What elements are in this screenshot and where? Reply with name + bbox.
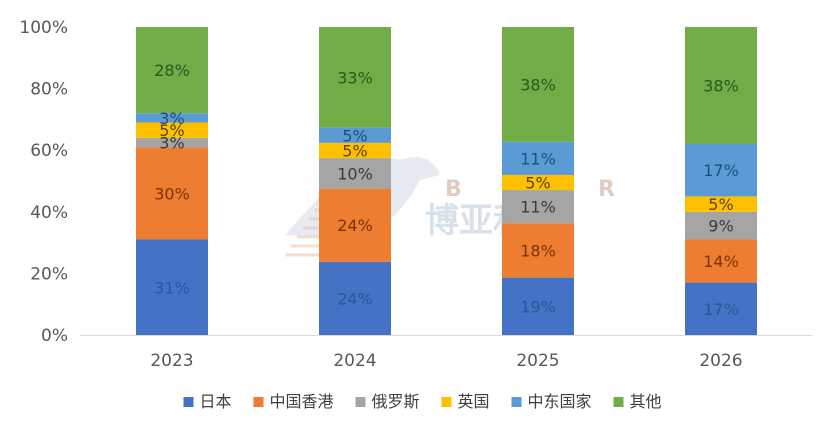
legend-item: 其他 xyxy=(613,392,662,411)
bar-segment xyxy=(685,144,757,197)
legend-label: 英国 xyxy=(458,392,490,411)
x-axis: 2023 2024 2025 2026 xyxy=(80,335,812,371)
bar-segment xyxy=(136,27,208,114)
data-label: 10% xyxy=(337,164,373,183)
x-tick-label: 2024 xyxy=(333,351,376,371)
x-tick-label: 2025 xyxy=(516,351,559,371)
watermark-letter-b: B xyxy=(445,177,462,202)
data-label: 5% xyxy=(342,126,367,145)
legend-item: 英国 xyxy=(441,392,490,411)
bar-segment xyxy=(685,196,757,212)
legend-swatch xyxy=(355,397,366,407)
data-label: 11% xyxy=(520,198,556,217)
bar-stack-2024: 24% 24% 10% 5%5% 33% xyxy=(319,27,391,335)
data-label: 14% xyxy=(703,252,739,271)
bar-stack-2023: 31% 30% 3%5%3% 28% xyxy=(136,27,208,335)
bar-segment xyxy=(502,223,574,278)
data-label: 5% xyxy=(525,174,550,193)
y-tick-label: 80% xyxy=(30,80,68,100)
watermark-letter-r: R xyxy=(598,177,615,202)
bar-segment xyxy=(685,211,757,240)
y-tick-label: 0% xyxy=(41,326,68,346)
legend-label: 俄罗斯 xyxy=(372,392,420,411)
bar-segment xyxy=(136,239,208,335)
bar-segment xyxy=(502,27,574,142)
legend: 日本 中国香港 俄罗斯 英国 中东国家 其他 xyxy=(183,392,662,411)
legend-label: 中国香港 xyxy=(270,392,334,411)
data-label: 9% xyxy=(708,217,733,236)
bar-segment xyxy=(319,142,391,159)
data-label: 24% xyxy=(337,216,373,235)
bar-segment xyxy=(319,158,391,189)
bar-segment xyxy=(502,277,574,335)
legend-label: 其他 xyxy=(630,392,662,411)
y-axis: 0% 20% 40% 60% 80% 100% xyxy=(19,18,68,346)
bar-segment xyxy=(136,147,208,240)
bar-segment xyxy=(502,190,574,224)
bar-segment xyxy=(685,282,757,335)
data-label: 5% xyxy=(342,142,367,161)
bar-segment xyxy=(136,137,208,148)
data-label: 5% xyxy=(708,195,733,214)
x-tick-label: 2026 xyxy=(699,351,742,371)
bar-stack-2025: 19% 18% 11% 5% 11% 38% xyxy=(502,27,574,335)
y-tick-label: 40% xyxy=(30,203,68,223)
legend-swatch xyxy=(511,397,522,407)
bar-area: 31%30%3%5%3%28%24%24%10%5%5%33%19%18%11%… xyxy=(136,27,757,335)
bar-stack-2026: 17% 14% 9% 5% 17% 38% xyxy=(685,27,757,335)
data-label: 38% xyxy=(703,77,739,96)
legend-item: 日本 xyxy=(183,392,232,411)
data-label: 28% xyxy=(154,61,190,80)
bar-segment xyxy=(502,141,574,175)
legend-swatch xyxy=(613,397,624,407)
legend-item: 俄罗斯 xyxy=(355,392,420,411)
bar-segment xyxy=(685,27,757,145)
data-label: 38% xyxy=(520,75,556,94)
legend-swatch xyxy=(183,397,194,407)
y-tick-label: 60% xyxy=(30,141,68,161)
data-label: 33% xyxy=(337,68,373,87)
bar-segment xyxy=(136,122,208,138)
legend-item: 中东国家 xyxy=(511,392,592,411)
data-label: 31% xyxy=(154,278,190,297)
bar-segment xyxy=(502,174,574,191)
y-tick-label: 100% xyxy=(19,18,68,38)
bar-segment xyxy=(319,127,391,143)
bar-segment xyxy=(136,113,208,123)
y-tick-label: 20% xyxy=(30,264,68,284)
bar-segment xyxy=(319,27,391,128)
data-label: 3% xyxy=(159,109,184,128)
legend-swatch xyxy=(441,397,452,407)
x-tick-label: 2023 xyxy=(150,351,193,371)
legend-item: 中国香港 xyxy=(253,392,334,411)
bar-segment xyxy=(685,239,757,283)
data-label: 24% xyxy=(337,289,373,308)
data-label: 3% xyxy=(159,134,184,153)
bar-segment xyxy=(319,188,391,262)
data-label: 30% xyxy=(154,184,190,203)
legend-label: 中东国家 xyxy=(528,392,592,411)
data-label: 5% xyxy=(159,121,184,140)
data-label: 11% xyxy=(520,149,556,168)
data-label: 19% xyxy=(520,297,556,316)
legend-swatch xyxy=(253,397,264,407)
data-label: 18% xyxy=(520,241,556,260)
bar-segment xyxy=(319,261,391,335)
data-label: 17% xyxy=(703,300,739,319)
data-label: 17% xyxy=(703,161,739,180)
legend-label: 日本 xyxy=(200,392,232,411)
